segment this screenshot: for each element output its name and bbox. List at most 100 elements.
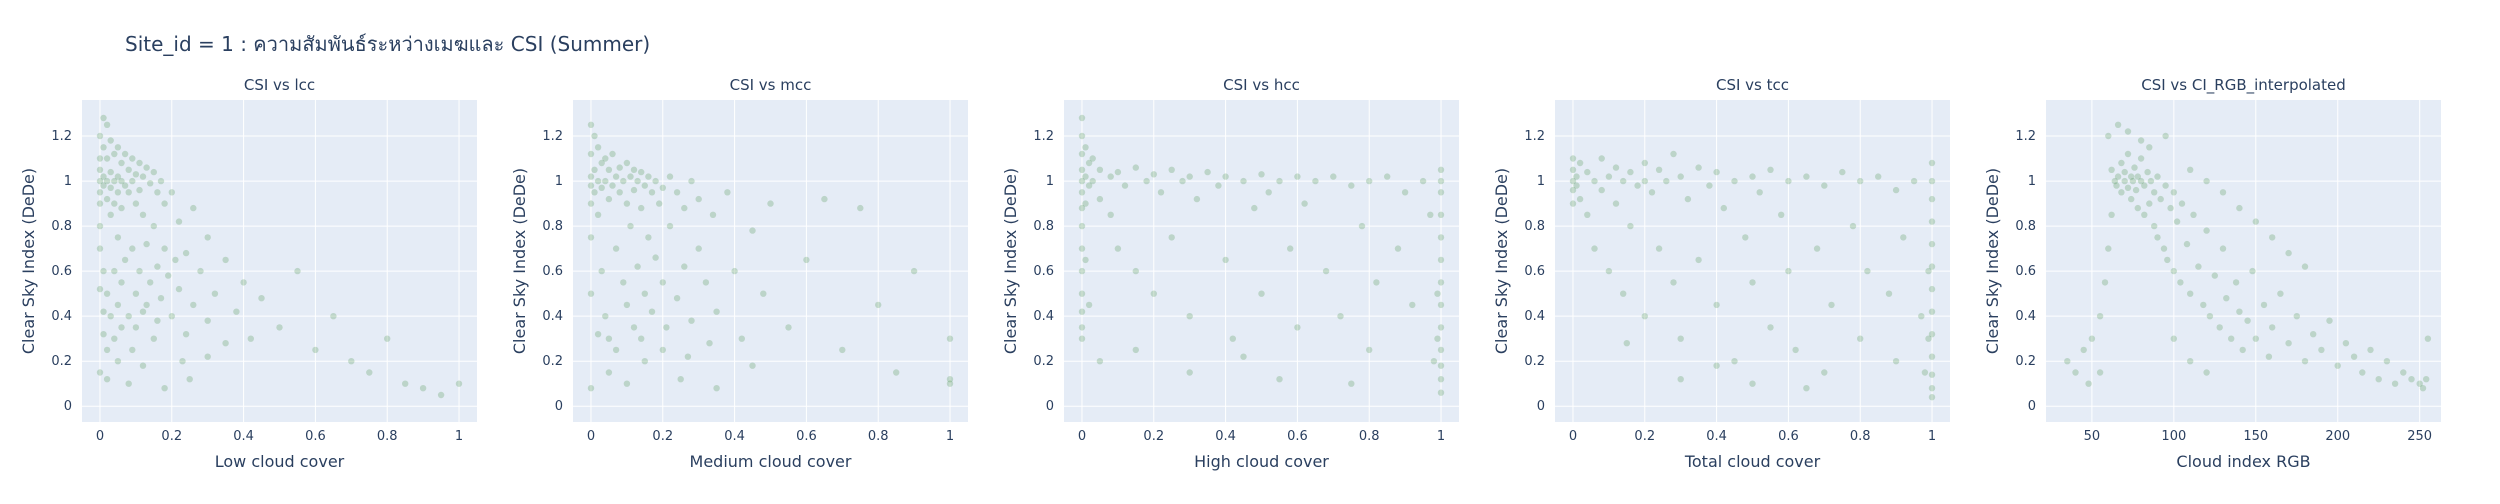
x-tick-label: 0.4 bbox=[724, 429, 745, 444]
data-point bbox=[312, 346, 319, 354]
data-point bbox=[150, 335, 157, 342]
data-point bbox=[1150, 171, 1158, 178]
data-point bbox=[946, 380, 954, 387]
data-point bbox=[2137, 155, 2145, 162]
data-point bbox=[1641, 177, 1649, 185]
data-point bbox=[1132, 346, 1140, 354]
data-point bbox=[1584, 211, 1591, 218]
data-point bbox=[634, 177, 641, 185]
data-point bbox=[1605, 267, 1613, 275]
data-point bbox=[2183, 240, 2191, 248]
data-point bbox=[2108, 166, 2115, 173]
data-point bbox=[695, 195, 702, 203]
data-point bbox=[1427, 211, 1434, 218]
data-point bbox=[1598, 155, 1605, 162]
data-point bbox=[1918, 313, 1925, 320]
data-point bbox=[1348, 182, 1355, 189]
data-point bbox=[114, 234, 122, 241]
data-point bbox=[591, 132, 598, 140]
data-point bbox=[1358, 222, 1366, 230]
data-point bbox=[688, 317, 695, 324]
data-point bbox=[1720, 204, 1728, 212]
data-point bbox=[2167, 204, 2174, 212]
y-tick-label: 0.2 bbox=[1033, 354, 1054, 369]
data-point bbox=[276, 324, 283, 331]
y-tick-label: 0.4 bbox=[1524, 309, 1545, 324]
data-point bbox=[1792, 346, 1799, 354]
y-tick-label: 0.8 bbox=[1033, 219, 1054, 234]
data-point bbox=[1229, 335, 1237, 342]
data-point bbox=[1132, 267, 1140, 275]
data-point bbox=[1928, 385, 1936, 392]
data-point bbox=[222, 256, 229, 264]
data-point bbox=[103, 155, 111, 162]
data-point bbox=[1756, 189, 1763, 196]
data-point bbox=[1078, 324, 1086, 331]
data-point bbox=[2164, 256, 2171, 264]
data-point bbox=[2105, 245, 2112, 252]
data-point bbox=[2129, 177, 2137, 185]
data-point bbox=[2285, 249, 2292, 257]
data-point bbox=[1078, 114, 1086, 122]
data-point bbox=[2326, 317, 2333, 324]
data-point bbox=[1803, 385, 1810, 392]
plot-area bbox=[1064, 100, 1459, 422]
data-point bbox=[1742, 234, 1749, 241]
data-point bbox=[121, 182, 129, 189]
data-point bbox=[96, 155, 104, 162]
data-point bbox=[1900, 234, 1907, 241]
data-point bbox=[2228, 335, 2235, 342]
y-tick-label: 0.8 bbox=[51, 219, 72, 234]
data-point bbox=[204, 353, 211, 360]
data-point bbox=[666, 173, 674, 180]
data-point bbox=[2318, 346, 2325, 354]
data-point bbox=[2173, 218, 2181, 225]
data-point bbox=[1849, 222, 1857, 230]
data-point bbox=[1591, 245, 1598, 252]
data-point bbox=[129, 245, 136, 252]
data-point bbox=[1864, 267, 1871, 275]
data-point bbox=[2375, 376, 2382, 383]
data-point bbox=[623, 380, 631, 387]
data-point bbox=[641, 358, 648, 365]
data-point bbox=[587, 150, 595, 158]
subplot-2: 0 0.2 0.4 0.6 0.8 1 0 0.2 0.4 0.6 0.8 1 1.2 CSI vs mc… bbox=[510, 76, 968, 471]
x-axis-title: Low cloud cover bbox=[215, 452, 345, 471]
data-point bbox=[656, 200, 663, 207]
data-point bbox=[1569, 186, 1577, 194]
data-point bbox=[1620, 290, 1627, 297]
data-point bbox=[627, 222, 634, 230]
data-point bbox=[1576, 195, 1584, 203]
data-point bbox=[612, 346, 620, 354]
data-point bbox=[1925, 335, 1932, 342]
x-tick-label: 0.6 bbox=[1287, 429, 1308, 444]
data-point bbox=[1857, 335, 1864, 342]
y-tick-label: 0 bbox=[1537, 399, 1545, 414]
data-point bbox=[605, 369, 613, 376]
data-point bbox=[100, 144, 107, 151]
data-point bbox=[1857, 177, 1864, 185]
subplot-title: CSI vs lcc bbox=[244, 76, 315, 94]
data-point bbox=[96, 222, 104, 230]
data-point bbox=[1437, 362, 1445, 369]
data-point bbox=[1569, 155, 1577, 162]
data-point bbox=[2219, 189, 2227, 196]
data-point bbox=[129, 177, 136, 185]
data-point bbox=[154, 317, 161, 324]
data-point bbox=[2252, 218, 2259, 225]
data-point bbox=[1276, 177, 1283, 185]
subplot-4: 0 0.2 0.4 0.6 0.8 1 0 0.2 0.4 0.6 0.8 1 1.2 CSI vs tc… bbox=[1492, 76, 1950, 471]
data-point bbox=[2151, 222, 2158, 230]
x-tick-label: 0.8 bbox=[377, 429, 398, 444]
data-point bbox=[2134, 173, 2141, 180]
data-point bbox=[648, 189, 656, 196]
data-point bbox=[143, 240, 150, 248]
data-point bbox=[139, 211, 147, 218]
data-point bbox=[258, 295, 265, 302]
data-point bbox=[1928, 371, 1936, 378]
data-point bbox=[294, 267, 301, 275]
y-axis-title: Clear Sky Index (DeDe) bbox=[19, 168, 38, 354]
data-point bbox=[609, 182, 616, 189]
data-point bbox=[139, 362, 147, 369]
data-point bbox=[638, 204, 645, 212]
